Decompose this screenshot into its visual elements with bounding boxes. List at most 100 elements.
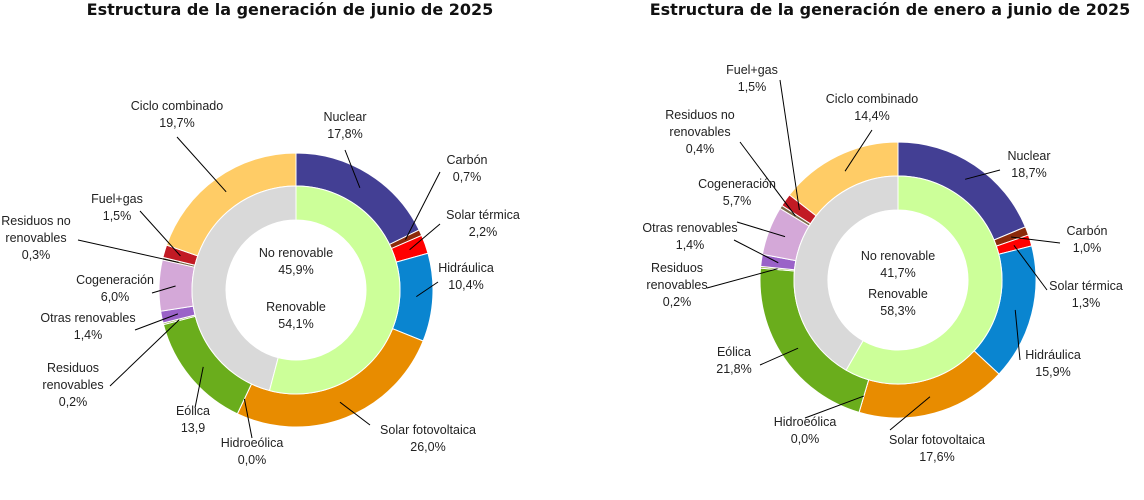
slice-value: 10,4% [448,278,483,292]
slice-value: 21,8% [716,362,751,376]
slice-label-fuel-gas: Fuel+gas 1,5% [91,192,143,223]
leader-line [409,223,441,251]
slice-label-nuclear: Nuclear 17,8% [323,110,366,141]
slice-value: 1,4% [74,328,103,342]
leader-line [844,129,873,172]
center-value: 45,9% [278,263,313,277]
inner-ring [793,175,1003,385]
leader-line [77,239,179,263]
slice-no-renovable [191,185,297,392]
leader-lines [706,79,1061,431]
slice-value: 0,2% [59,395,88,409]
leader-line [964,169,1001,180]
leader-line [1014,309,1021,361]
leader-line [1011,236,1061,244]
outer-ring [759,141,1037,419]
slice-value: 1,5% [103,209,132,223]
slice-value: 18,7% [1011,166,1046,180]
slice-label-solar-fotovoltaica: Solar fotovoltaica 17,6% [889,433,985,464]
leader-line [134,313,179,331]
slice-no-renovable [793,175,899,371]
slice-label-hidraulica: Hidráulica 15,9% [1025,348,1081,379]
slice-value: 1,0% [1073,241,1102,255]
slice-value: 13,9 [181,421,205,435]
slice-label-nuclear: Nuclear 18,7% [1007,149,1050,180]
leader-line [344,149,361,189]
slice-label-cogeneracion: Cogeneración 6,0% [76,273,154,304]
leader-line [889,396,931,431]
slice-value: 26,0% [410,440,445,454]
center-label-renovable: Renovable 58,3% [868,287,928,318]
leader-line [416,281,439,298]
slice-value: 14,4% [854,109,889,123]
slice-label-residuos-renovables: Residuos renovables 0,2% [646,261,707,309]
slice-label-ciclo-combinado: Ciclo combinado 14,4% [826,92,918,123]
center-value: 41,7% [880,266,915,280]
leader-lines [77,136,441,439]
slice-label-otras-renovables: Otras renovables 1,4% [40,311,135,342]
leader-line [706,268,778,289]
slice-value: 1,4% [676,238,705,252]
center-value: 58,3% [880,304,915,318]
leader-line [139,210,181,257]
slice-label-carbon: Carbón 0,7% [447,153,488,184]
slice-value: 15,9% [1035,365,1070,379]
leader-line [779,79,800,210]
leader-line [733,239,779,264]
slice-value: 0,7% [453,170,482,184]
slice-label-cogeneracion: Cogeneración 5,7% [698,177,776,208]
chart-junio: Estructura de la generación de junio de … [1,0,520,467]
slice-label-solar-fotovoltaica: Solar fotovoltaica 26,0% [380,423,476,454]
leader-line [194,366,204,409]
slice-label-ciclo-combinado: Ciclo combinado 19,7% [131,99,223,130]
center-label-renovable: Renovable 54,1% [266,300,326,331]
slice-labels: Nuclear 17,8% Carbón 0,7% Solar térmica 2,2% H… [1,99,520,467]
slice-label-hidroeolica: Hidroeólica 0,0% [774,415,837,446]
slice-label-solar-termica: Solar térmica 2,2% [446,208,520,239]
slice-value: 17,6% [919,450,954,464]
center-label-no-renovable: No renovable 41,7% [861,249,935,280]
slice-label-hidroeolica: Hidroeólica 0,0% [221,436,284,467]
leader-line [804,395,865,419]
leader-line [176,136,227,193]
slice-label-residuos-renovables: Residuos renovables 0,2% [42,361,103,409]
slice-renovable [268,185,401,395]
slice-value: 1,3% [1072,296,1101,310]
slice-value: 19,7% [159,116,194,130]
slice-value: 0,2% [663,295,692,309]
slice-label-otras-renovables: Otras renovables 1,4% [642,221,737,252]
leader-line [736,221,786,238]
leader-line [1013,244,1048,291]
leader-line [759,347,799,366]
slice-value: 0,0% [791,432,820,446]
slice-value: 0,4% [686,142,715,156]
slice-value: 5,7% [723,194,752,208]
slice-value: 2,2% [469,225,498,239]
chart-title: Estructura de la generación de junio de … [87,0,494,19]
slice-value: 6,0% [101,290,130,304]
slice-value: 0,3% [22,248,51,262]
slice-label-hidraulica: Hidráulica 10,4% [438,261,494,292]
chart-title: Estructura de la generación de enero a j… [650,0,1131,19]
slice-cogeneracion [158,259,196,312]
slice-label-fuel-gas: Fuel+gas 1,5% [726,63,778,94]
chart-enero-junio: Estructura de la generación de enero a j… [642,0,1130,464]
center-value: 54,1% [278,317,313,331]
slice-labels: Nuclear 18,7% Carbón 1,0% Solar térmica 1,3% H… [642,63,1122,464]
leader-line [405,171,441,240]
center-label-no-renovable: No renovable 45,9% [259,246,333,277]
slice-label-eolica: Eólica 13,9 [176,404,210,435]
leader-line [339,401,371,426]
slice-value: 1,5% [738,80,767,94]
slice-value: 17,8% [327,127,362,141]
slice-value: 0,0% [238,453,267,467]
slice-label-residuos-no-renovables: Residuos no renovables 0,4% [665,108,735,156]
slice-renovable [845,175,1003,385]
slice-label-carbon: Carbón 1,0% [1067,224,1108,255]
leader-line [151,285,176,294]
leader-line [243,398,253,439]
slice-label-residuos-no-renovables: Residuos no renovables 0,3% [1,214,71,262]
leader-line [739,141,796,217]
slice-label-eolica: Eólica 21,8% [716,345,751,376]
